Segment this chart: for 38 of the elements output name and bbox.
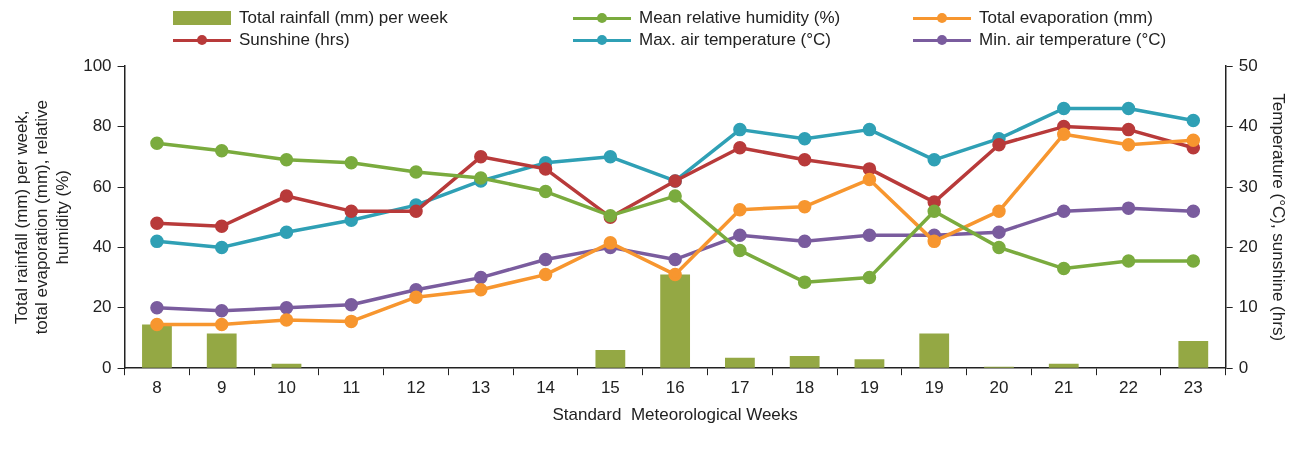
y-tick-label: 60 (92, 176, 112, 196)
y-tick-label: 0 (102, 357, 112, 377)
y2-tick-label: 40 (1238, 116, 1258, 136)
x-tick-label: 21 (1054, 378, 1074, 398)
x-tick-label: 18 (795, 378, 815, 398)
x-tick-label: 19 (859, 378, 879, 398)
x-tick-label: 16 (665, 378, 685, 398)
legend-label: Sunshine (hrs) (239, 30, 350, 50)
y2-tick-label: 50 (1238, 55, 1258, 75)
y-tick-label: 80 (92, 116, 112, 136)
y-tick-label: 20 (92, 297, 112, 317)
legend-label: Total evaporation (mm) (979, 8, 1153, 28)
x-tick-label: 10 (277, 378, 296, 398)
x-tick-label: 15 (600, 378, 620, 398)
legend-label: Min. air temperature (°C) (979, 30, 1167, 50)
x-tick-label: 12 (406, 378, 426, 398)
x-tick-label: 20 (989, 378, 1009, 398)
legend-label: Mean relative humidity (%) (639, 8, 841, 28)
x-axis-title: Standard Meteorological Weeks (552, 405, 798, 425)
y2-tick-label: 30 (1238, 176, 1258, 196)
y-tick-label: 40 (92, 237, 112, 257)
x-tick-label: 22 (1119, 378, 1138, 398)
y2-axis-title: Temperature (°C), sunshine (hrs) (1269, 93, 1289, 342)
legend-label: Max. air temperature (°C) (639, 30, 831, 50)
x-tick-label: 13 (471, 378, 491, 398)
x-tick-label: 8 (152, 378, 162, 398)
y2-tick-label: 0 (1238, 357, 1249, 377)
x-tick-label: 14 (536, 378, 556, 398)
legend-label: Total rainfall (mm) per week (239, 8, 448, 28)
y2-tick-label: 20 (1238, 237, 1258, 257)
y-tick-label: 100 (83, 55, 112, 75)
y-axis-title: Total rainfall (mm) per week, total evaporation (mm), relative humidity (%) (11, 100, 72, 335)
x-tick-label: 23 (1183, 378, 1203, 398)
x-tick-label: 19 (924, 378, 944, 398)
y2-tick-label: 10 (1238, 297, 1258, 317)
x-tick-label: 11 (342, 378, 361, 398)
x-tick-label: 17 (730, 378, 750, 398)
x-tick-label: 9 (216, 378, 227, 398)
